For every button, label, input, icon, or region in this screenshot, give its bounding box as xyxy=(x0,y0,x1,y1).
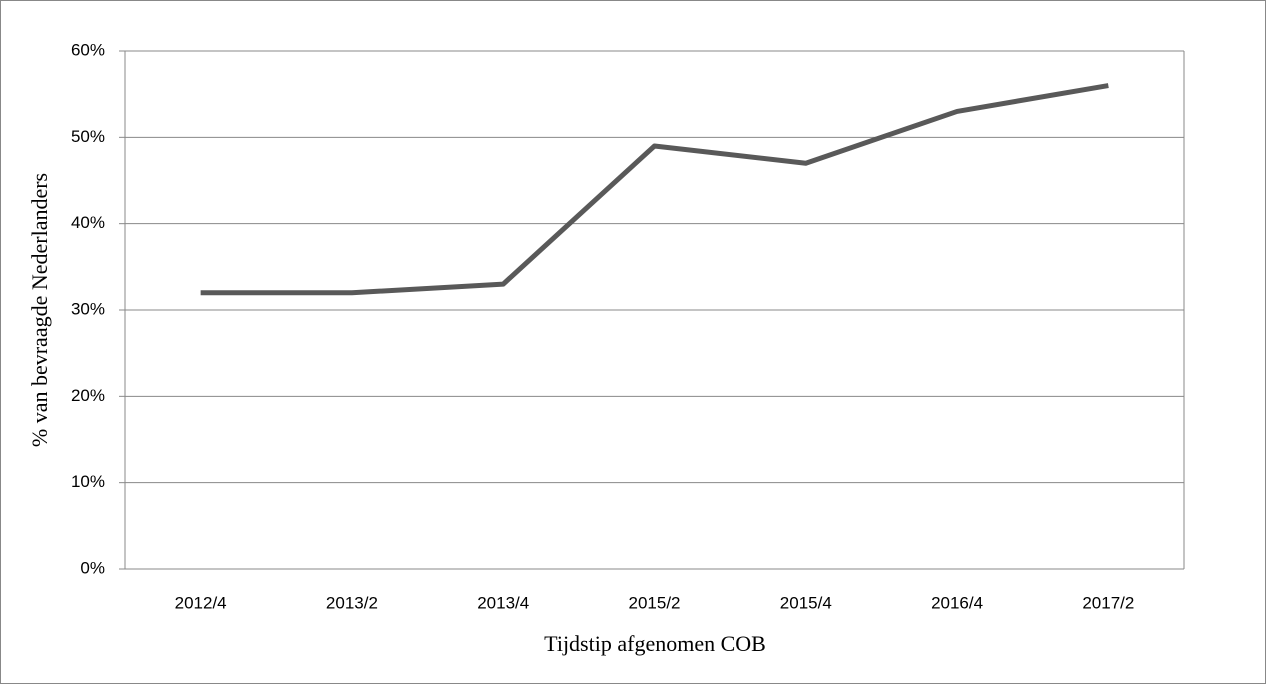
x-tick-label: 2012/4 xyxy=(175,593,227,612)
x-tick-label: 2015/2 xyxy=(629,593,681,612)
y-tick-label: 20% xyxy=(71,386,105,405)
y-tick-label: 0% xyxy=(80,558,105,577)
y-tick-label: 60% xyxy=(71,40,105,59)
y-tick-label: 50% xyxy=(71,127,105,146)
x-tick-label: 2013/4 xyxy=(477,593,529,612)
x-tick-label: 2017/2 xyxy=(1082,593,1134,612)
x-tick-label: 2013/2 xyxy=(326,593,378,612)
y-tick-label: 40% xyxy=(71,213,105,232)
x-tick-label: 2016/4 xyxy=(931,593,983,612)
y-tick-label: 10% xyxy=(71,472,105,491)
y-tick-label: 30% xyxy=(71,299,105,318)
y-axis-label: % van bevraagde Nederlanders xyxy=(27,173,52,447)
x-axis-label: Tijdstip afgenomen COB xyxy=(544,631,766,656)
line-series xyxy=(200,83,1109,296)
x-tick-label: 2015/4 xyxy=(780,593,832,612)
